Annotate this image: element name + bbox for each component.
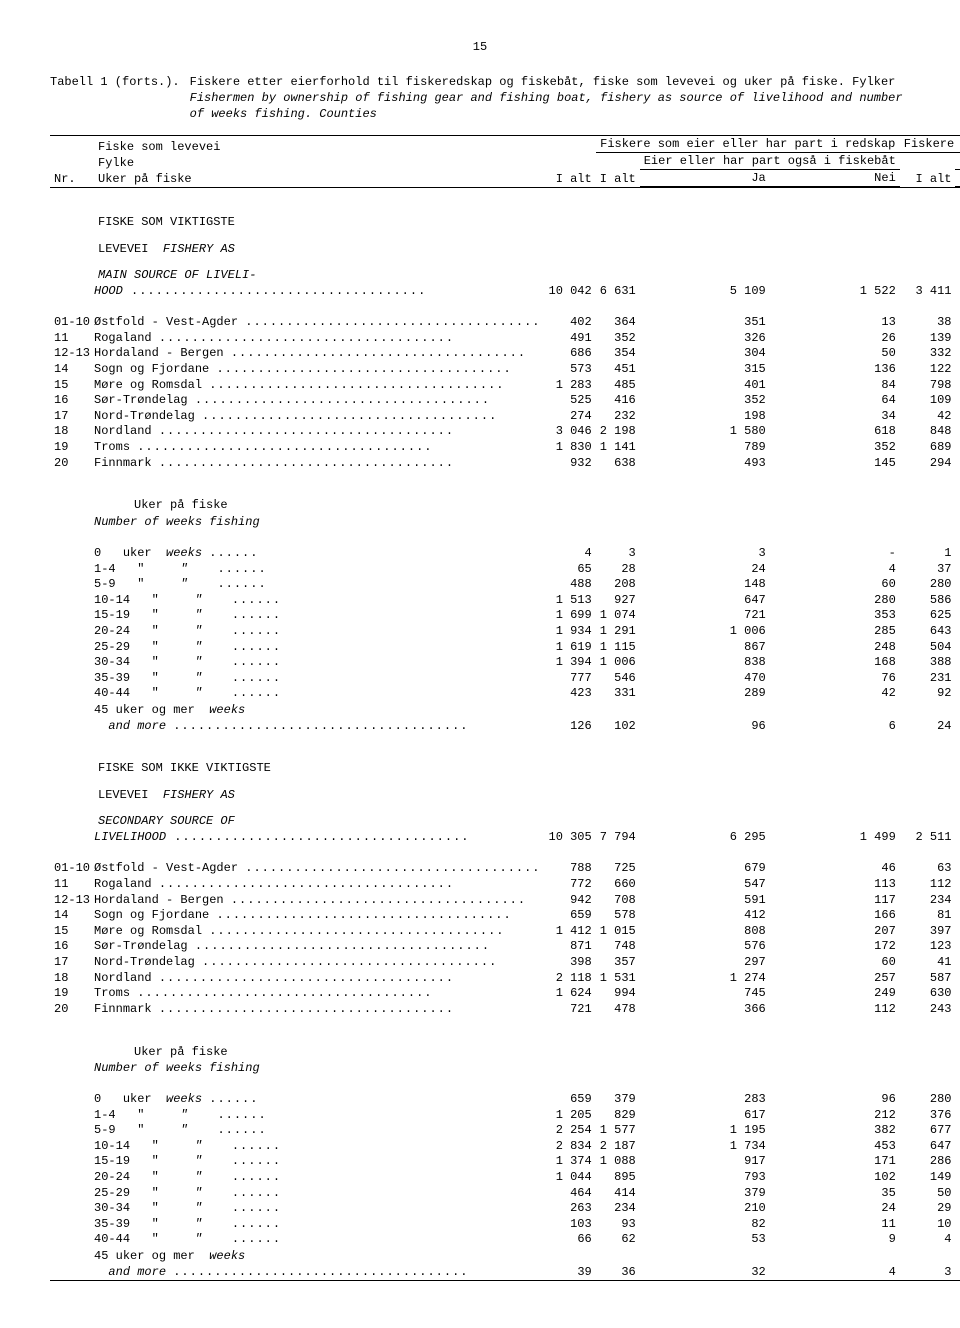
table-caption: Tabell 1 (forts.). Fiskere etter eierfor… — [50, 74, 910, 123]
caption-line-1: Fiskere etter eierforhold til fiskeredsk… — [190, 75, 896, 89]
col-stub: Fiske som levevei Fylke Uker på fiske — [94, 135, 544, 188]
col-ialt: I alt — [545, 135, 596, 188]
col-nei1: Nei — [770, 169, 900, 186]
caption-label: Tabell 1 (forts.). — [50, 74, 190, 123]
col-nr: Nr. — [50, 135, 94, 188]
col-noown: Fiskere som ikke eier eller har part i r… — [900, 135, 960, 152]
page-number: 15 — [50, 40, 910, 54]
col-own: Fiskere som eier eller har part i redska… — [596, 135, 900, 152]
col-noown-ialt: I alt — [900, 152, 956, 187]
col-own-ialt: I alt — [596, 152, 640, 187]
caption-text: Fiskere etter eierforhold til fiskeredsk… — [190, 74, 910, 123]
col-ja1: Ja — [640, 169, 770, 186]
data-table: Nr. Fiske som levevei Fylke Uker på fisk… — [50, 135, 960, 1282]
caption-line-2: Fishermen by ownership of fishing gear a… — [190, 91, 903, 121]
col-ja2: Ja — [955, 169, 960, 186]
col-boat: Eier eller har part også i fiskebåt — [640, 152, 900, 169]
col-boat2: Eier eller har part i fiskebåt — [955, 152, 960, 169]
